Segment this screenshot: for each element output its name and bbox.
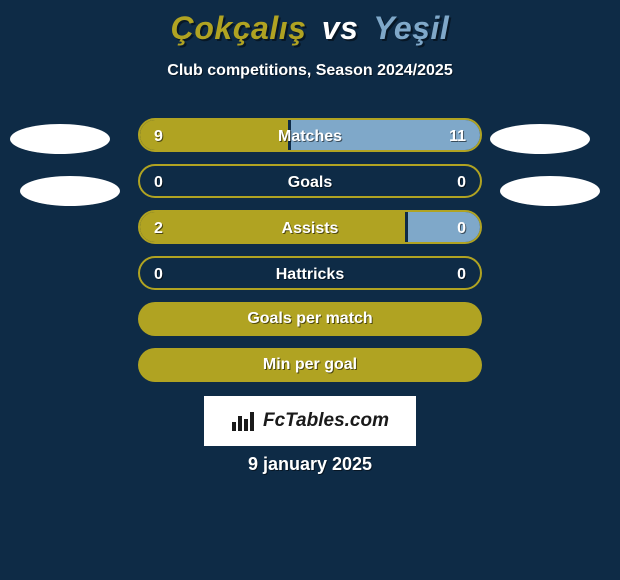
brand-badge[interactable]: FcTables.com	[204, 396, 416, 446]
stat-label: Hattricks	[140, 258, 480, 290]
stat-label: Min per goal	[138, 348, 482, 382]
player1-badge-placeholder-mid	[20, 176, 120, 206]
stat-row: 20Assists	[138, 210, 482, 244]
subtitle: Club competitions, Season 2024/2025	[0, 62, 620, 80]
stat-label: Assists	[140, 212, 480, 244]
stat-row-empty: Min per goal	[138, 348, 482, 382]
stat-row: 911Matches	[138, 118, 482, 152]
player2-badge-placeholder-top	[490, 124, 590, 154]
player1-badge-placeholder-top	[10, 124, 110, 154]
stats-container: 911Matches 00Goals 20Assists 00Hattricks Goa…	[138, 118, 482, 394]
snapshot-date: 9 january 2025	[0, 454, 620, 475]
vs-separator: vs	[322, 10, 359, 46]
stat-label: Goals	[140, 166, 480, 198]
stat-label: Goals per match	[138, 302, 482, 336]
infographic-canvas: Çokçalış vs Yeşil Club competitions, Sea…	[0, 0, 620, 580]
stat-row-empty: Goals per match	[138, 302, 482, 336]
brand-bars-icon	[231, 410, 257, 432]
player2-badge-placeholder-mid	[500, 176, 600, 206]
comparison-title: Çokçalış vs Yeşil	[0, 10, 620, 47]
player1-name: Çokçalış	[171, 10, 307, 46]
player2-name: Yeşil	[373, 10, 449, 46]
stat-row: 00Hattricks	[138, 256, 482, 290]
stat-label: Matches	[140, 120, 480, 152]
stat-row: 00Goals	[138, 164, 482, 198]
brand-text: FcTables.com	[263, 410, 389, 432]
